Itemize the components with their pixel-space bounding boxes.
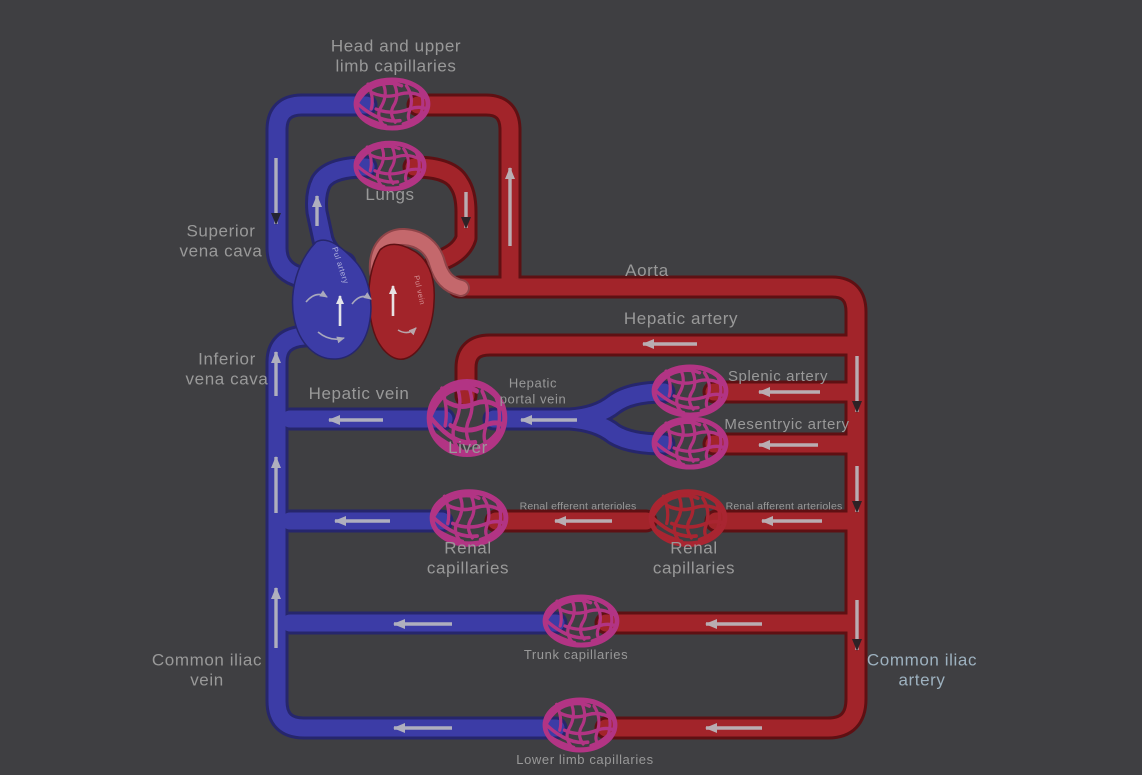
- label-liver: Liver: [448, 437, 488, 457]
- label-mesentryic-artery: Mesentryic artery: [724, 416, 850, 433]
- label-aorta: Aorta: [625, 260, 669, 280]
- label-lungs: Lungs: [365, 184, 415, 204]
- flow-arrows: [271, 158, 862, 733]
- label-hepatic-artery: Hepatic artery: [623, 308, 739, 328]
- label-common-iliac-artery: Common iliac artery: [866, 650, 978, 690]
- label-renal-efferent-arterioles: Renal efferent arterioles: [519, 500, 637, 513]
- label-renal-capillaries-left: Renal capillaries: [426, 538, 510, 578]
- label-renal-capillaries-right: Renal capillaries: [652, 538, 736, 578]
- label-common-iliac-vein: Common iliac vein: [151, 650, 263, 690]
- label-hepatic-vein: Hepatic vein: [308, 383, 410, 403]
- label-hepatic-portal-vein: Hepatic portal vein: [499, 375, 567, 406]
- label-superior-vena-cava: Superior vena cava: [179, 221, 263, 261]
- label-lower-limb-capillaries: Lower limb capillaries: [516, 752, 654, 768]
- label-splenic-artery: Splenic artery: [727, 368, 829, 385]
- heart-illustration: Pul artery Pul vein: [291, 228, 470, 360]
- heart-right-side: [291, 239, 372, 360]
- label-head-capillaries: Head and upper limb capillaries: [330, 36, 462, 76]
- heart-flow-arrows: [305, 285, 417, 344]
- label-renal-afferent-arterioles: Renal afferent arterioles: [725, 500, 843, 513]
- label-trunk-capillaries: Trunk capillaries: [523, 647, 629, 663]
- aortic-arch: [370, 230, 468, 295]
- label-inferior-vena-cava: Inferior vena cava: [185, 349, 269, 389]
